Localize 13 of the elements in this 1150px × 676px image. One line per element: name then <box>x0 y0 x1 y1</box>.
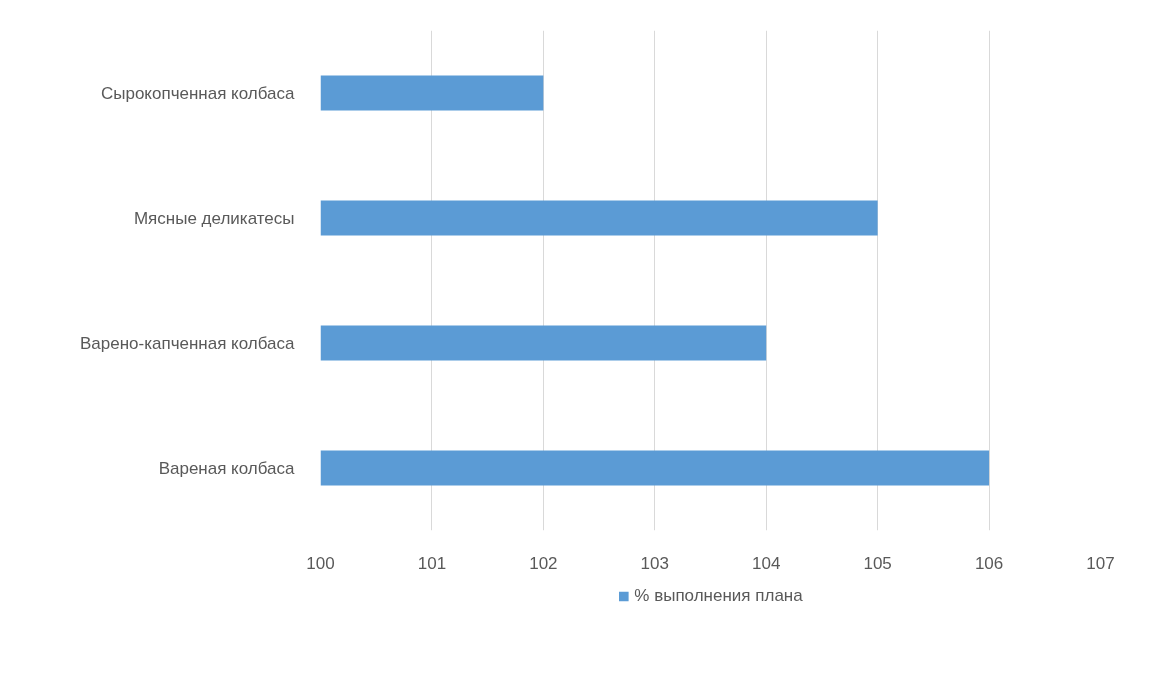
y-tick-label: Вареная колбаса <box>158 458 296 478</box>
x-tick-label: 106 <box>974 553 1004 573</box>
x-tick-label: 100 <box>306 553 335 573</box>
x-tick-label: 105 <box>863 553 892 573</box>
x-tick-label: 103 <box>640 553 669 573</box>
x-tick-label: 101 <box>417 553 447 573</box>
y-tick-label: Мясные деликатесы <box>133 208 295 228</box>
x-tick-label: 102 <box>529 553 558 573</box>
y-tick-label: Варено-капченная колбаса <box>79 333 296 353</box>
x-tick-label: 107 <box>1086 553 1115 573</box>
x-tick-label: 104 <box>752 553 781 573</box>
y-tick-label: Сырокопченная колбаса <box>100 83 296 103</box>
legend-label: % выполнения плана <box>634 586 803 606</box>
